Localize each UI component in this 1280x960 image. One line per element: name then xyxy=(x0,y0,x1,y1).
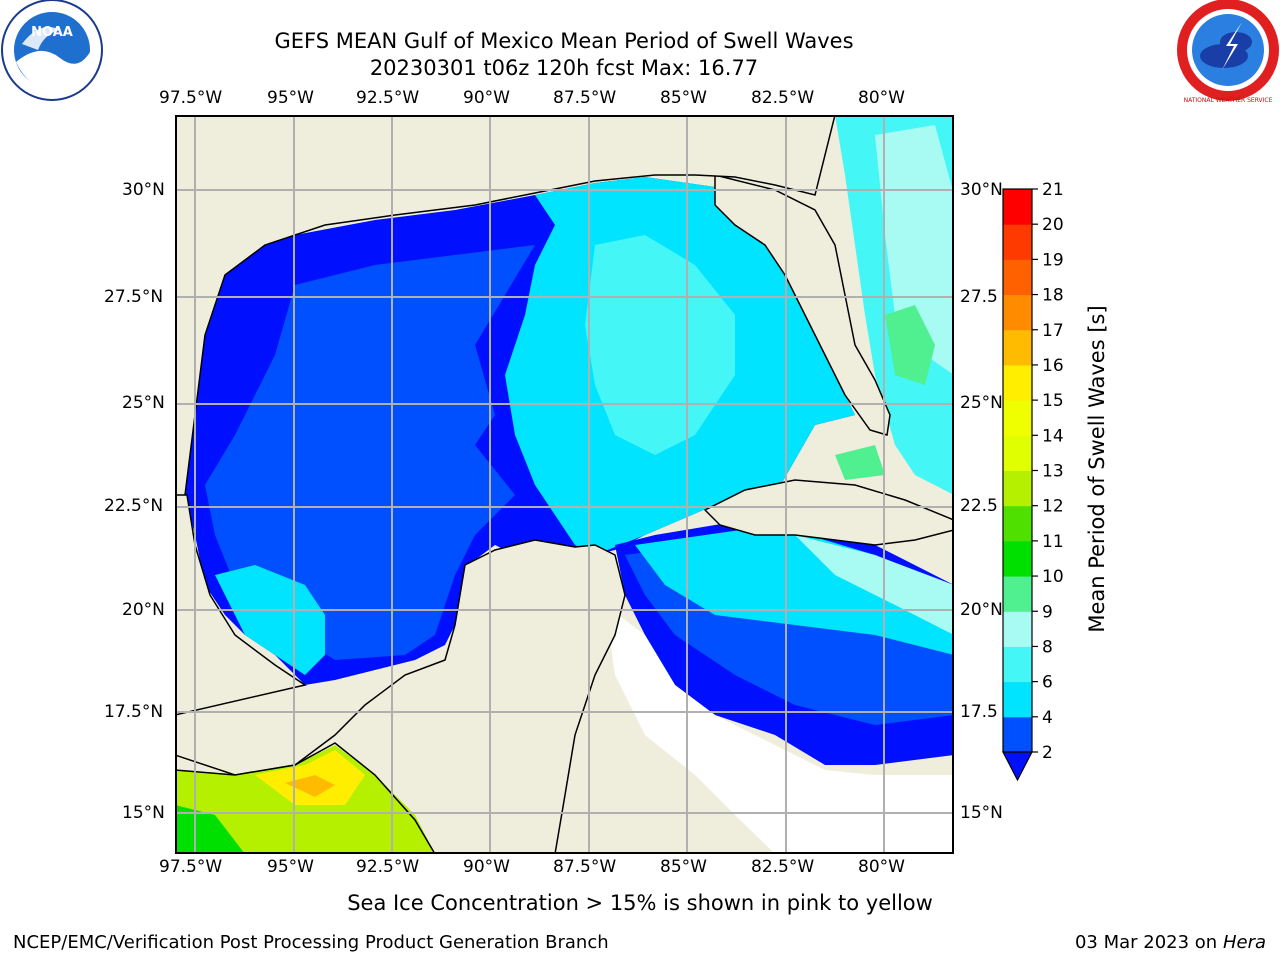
colorbar-label: Mean Period of Swell Waves [s] xyxy=(1085,305,1109,633)
chart-subtitle: 20230301 t06z 120h fcst Max: 16.77 xyxy=(369,56,759,80)
colorbar-bin xyxy=(1003,576,1032,612)
lat-label-left: 25°N xyxy=(122,393,165,413)
pacific-green xyxy=(175,805,245,854)
colorbar-tick-label: 15 xyxy=(1042,391,1064,411)
colorbar-tick-label: 10 xyxy=(1042,567,1064,587)
date-text: 03 Mar 2023 on xyxy=(1074,932,1218,953)
colorbar-tick-label: 12 xyxy=(1042,497,1064,517)
lat-label-left: 15°N xyxy=(122,803,165,823)
map-panel xyxy=(175,115,954,854)
lat-label-left: 22.5°N xyxy=(104,496,164,516)
colorbar-tick-label: 13 xyxy=(1042,462,1064,482)
lon-label-top: 90°W xyxy=(463,88,510,108)
mexico-west-land xyxy=(175,494,307,716)
colorbar-bin xyxy=(1003,400,1032,436)
no-data-area xyxy=(605,605,954,854)
gridlines xyxy=(175,115,954,854)
noaa-logo: NOAA xyxy=(1,0,103,101)
lon-label-bottom: 80°W xyxy=(858,857,905,877)
gulf-sw-cyan xyxy=(215,565,325,675)
sea-ice-note: Sea Ice Concentration > 15% is shown in … xyxy=(347,891,933,915)
colorbar-tick-label: 16 xyxy=(1042,356,1064,376)
colorbar-bin xyxy=(1003,470,1032,507)
atlantic-green xyxy=(885,305,935,385)
chart-title: GEFS MEAN Gulf of Mexico Mean Period of … xyxy=(274,29,854,53)
colorbar-bin xyxy=(1003,611,1032,647)
date-stamp: 03 Mar 2023 on Hera xyxy=(1075,932,1266,953)
noaa-logo-text: NOAA xyxy=(31,25,73,40)
lat-label-left: 17.5°N xyxy=(104,702,164,722)
gulf-mid-blue xyxy=(205,245,535,660)
colorbar-tick-label: 9 xyxy=(1042,602,1053,622)
colorbar-bin xyxy=(1003,224,1032,260)
lat-label-right: 22.5 xyxy=(960,496,998,516)
map-frame xyxy=(175,115,954,854)
colorbar-bin xyxy=(1003,435,1032,471)
lon-label-bottom: 95°W xyxy=(267,857,314,877)
colorbar-tick-label: 20 xyxy=(1042,215,1064,235)
colorbar-tick-label: 2 xyxy=(1042,743,1053,763)
florida-land xyxy=(714,174,891,436)
colorbar-bin xyxy=(1003,259,1032,296)
colorbar-bin xyxy=(1003,364,1032,401)
lon-label-bottom: 85°W xyxy=(660,857,707,877)
cuba-land xyxy=(703,479,954,546)
pacific-coast xyxy=(175,742,436,854)
colorbar-bin xyxy=(1003,646,1032,683)
colorbar-tick-label: 14 xyxy=(1042,426,1064,446)
colorbar-tick-label: 19 xyxy=(1042,250,1064,270)
lat-label-left: 20°N xyxy=(122,600,165,620)
lon-label-top: 92.5°W xyxy=(356,88,420,108)
colorbar-bin xyxy=(1003,681,1032,718)
colorbar-extend-under xyxy=(1002,751,1033,782)
lon-label-bottom: 87.5°W xyxy=(553,857,617,877)
colorbar-tick-label: 11 xyxy=(1042,532,1064,552)
straits-green xyxy=(835,445,885,480)
lat-label-right: 25°N xyxy=(960,393,1003,413)
lon-label-top: 80°W xyxy=(858,88,905,108)
colorbar-bin xyxy=(1003,716,1032,753)
colorbar: 21 20 19 18 17 16 15 14 13 12 11 10 9 8 6 4 2 xyxy=(1002,180,1064,782)
colorbar-bin xyxy=(1003,329,1032,366)
nws-logo: NATIONAL WEATHER SERVICE xyxy=(1177,0,1279,104)
colorbar-tick-label: 21 xyxy=(1042,180,1064,200)
colorbar-tick-label: 6 xyxy=(1042,673,1053,693)
colorbar-bin xyxy=(1003,189,1032,225)
lon-label-bottom: 97.5°W xyxy=(159,857,223,877)
lat-label-left: 27.5°N xyxy=(104,287,164,307)
colorbar-tick-label: 17 xyxy=(1042,321,1064,341)
pacific-orange xyxy=(285,775,335,797)
colorbar-bin xyxy=(1003,294,1032,331)
lon-label-bottom: 90°W xyxy=(463,857,510,877)
lon-label-top: 95°W xyxy=(267,88,314,108)
lat-label-right: 30°N xyxy=(960,180,1003,200)
colorbar-bin xyxy=(1003,540,1032,577)
lon-label-top: 85°W xyxy=(660,88,707,108)
colorbar-tick-label: 18 xyxy=(1042,286,1064,306)
nws-logo-text: NATIONAL WEATHER SERVICE xyxy=(1184,97,1273,104)
gulf-light-cyan xyxy=(585,235,735,455)
lon-label-top: 97.5°W xyxy=(159,88,223,108)
north-coast-land xyxy=(175,115,954,516)
colorbar-tick-label: 4 xyxy=(1042,708,1053,728)
lon-label-bottom: 92.5°W xyxy=(356,857,420,877)
lon-label-bottom: 82.5°W xyxy=(751,857,815,877)
lat-label-right: 17.5 xyxy=(960,702,998,722)
colorbar-bin xyxy=(1003,505,1032,542)
lat-label-left: 30°N xyxy=(122,180,165,200)
colorbar-tick-label: 8 xyxy=(1042,637,1053,657)
lat-label-right: 27.5 xyxy=(960,287,998,307)
lon-label-top: 82.5°W xyxy=(751,88,815,108)
machine-name: Hera xyxy=(1222,932,1266,953)
lon-label-top: 87.5°W xyxy=(553,88,617,108)
lat-label-right: 20°N xyxy=(960,600,1003,620)
lat-label-right: 15°N xyxy=(960,803,1003,823)
credit-text: NCEP/EMC/Verification Post Processing Pr… xyxy=(13,932,609,953)
